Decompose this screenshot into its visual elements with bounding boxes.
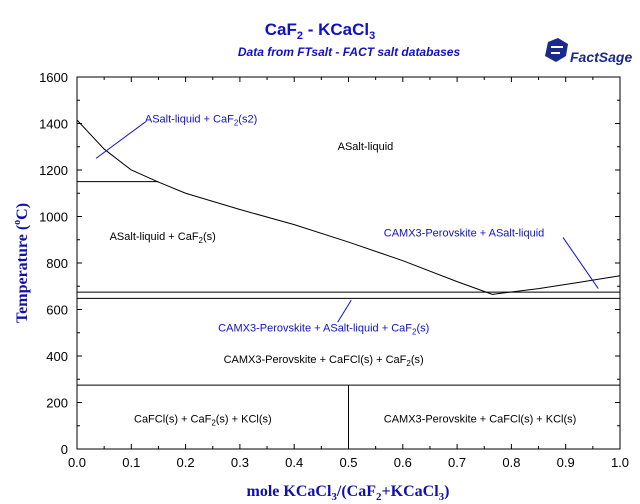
label-pointer: [95, 121, 146, 159]
x-tick-label: 0.5: [339, 455, 357, 470]
x-tick-label: 0.7: [448, 455, 466, 470]
x-axis-label: mole KCaCl3/(CaF2+KCaCl3): [247, 483, 450, 503]
x-tick-label: 0.0: [68, 455, 86, 470]
label-pointers: [95, 121, 599, 323]
factsage-logo: FactSage: [545, 38, 632, 65]
label-pointer: [337, 299, 352, 323]
x-tick-label: 0.9: [557, 455, 575, 470]
phase-boundaries: [77, 181, 620, 449]
y-tick-label: 400: [46, 349, 68, 364]
x-tick-label: 0.1: [122, 455, 140, 470]
x-tick-label: 0.6: [394, 455, 412, 470]
region-label-r-camx3-cafcl-kcl: CAMX3-Perovskite + CaFCl(s) + KCl(s): [384, 413, 577, 425]
x-tick-label: 0.8: [502, 455, 520, 470]
region-label-r-camx3-salt-caf2: CAMX3-Perovskite + ASalt-liquid + CaF2(s…: [218, 323, 429, 337]
y-tick-label: 1200: [39, 163, 68, 178]
liquidus-line: [76, 119, 493, 295]
y-tick-label: 1000: [39, 210, 68, 225]
y-tick-label: 0: [61, 442, 68, 457]
x-tick-label: 0.3: [231, 455, 249, 470]
x-tick-label: 1.0: [611, 455, 629, 470]
y-tick-label: 800: [46, 256, 68, 271]
y-tick-label: 1600: [39, 70, 68, 85]
x-tick-label: 0.4: [285, 455, 303, 470]
region-label-r-camx3-salt: CAMX3-Perovskite + ASalt-liquid: [384, 227, 544, 239]
region-label-r-salt-caf2-s2: ASalt-liquid + CaF2(s2): [145, 113, 257, 127]
y-axis-label: Temperature (oC): [12, 203, 31, 323]
region-labels: ASalt-liquid + CaF2(s2) ASalt-liquid ASalt…: [110, 113, 577, 427]
region-label-r-salt-caf2-s: ASalt-liquid + CaF2(s): [110, 231, 216, 245]
liquidus-curves: [76, 119, 621, 295]
region-label-r-salt-liquid: ASalt-liquid: [338, 141, 394, 153]
chart-subtitle: Data from FTsalt - FACT salt databases: [238, 45, 461, 59]
axis-ticks: 0.0 0.1 0.2 0.3 0.4 0.5 0.6 0.7 0.8 0.9 1.0 0 200 400…: [39, 70, 629, 470]
liquidus-line: [492, 275, 621, 295]
y-tick-label: 600: [46, 303, 68, 318]
logo-text: FactSage: [570, 49, 632, 65]
region-label-r-cafcl-caf2-kcl: CaFCl(s) + CaF2(s) + KCl(s): [134, 413, 272, 427]
label-pointer: [562, 237, 599, 289]
chart-title: CaF2 - KCaCl3: [265, 20, 376, 42]
region-label-r-camx3-cafcl-caf2: CAMX3-Perovskite + CaFCl(s) + CaF2(s): [224, 354, 424, 368]
y-tick-label: 1400: [39, 117, 68, 132]
y-tick-label: 200: [46, 396, 68, 411]
x-tick-label: 0.2: [177, 455, 195, 470]
